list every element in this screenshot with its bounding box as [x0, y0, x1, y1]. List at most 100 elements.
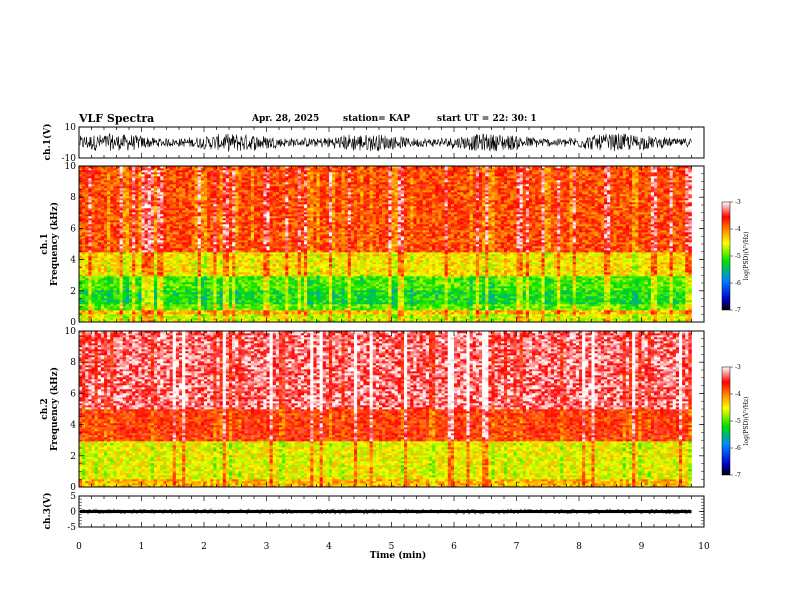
- spectrogram-cell: [163, 288, 166, 290]
- spectrogram-cell: [117, 180, 120, 182]
- spectrogram-cell: [163, 234, 166, 236]
- spectrogram-cell: [79, 224, 82, 226]
- spectrogram-cell: [185, 318, 188, 320]
- spectrogram-cell: [101, 200, 104, 202]
- spectrogram-cell: [132, 312, 135, 314]
- spectrogram-cell: [123, 216, 126, 218]
- spectrogram-cell: [157, 296, 160, 298]
- spectrogram-cell: [101, 214, 104, 216]
- spectrogram-cell: [85, 290, 88, 292]
- spectrogram-cell: [129, 214, 132, 216]
- spectrogram-cell: [79, 304, 82, 306]
- spectrogram-cell: [185, 228, 188, 230]
- spectrogram-cell: [160, 252, 163, 254]
- spectrogram-cell: [123, 242, 126, 244]
- spectrogram-cell: [132, 202, 135, 204]
- spectrogram-cell: [138, 264, 141, 266]
- spectrogram-cell: [82, 206, 85, 208]
- spectrogram-cell: [179, 214, 182, 216]
- spectrogram-cell: [195, 230, 198, 232]
- spectrogram-cell: [148, 214, 151, 216]
- spectrogram-cell: [132, 222, 135, 224]
- spectrogram-cell: [160, 282, 163, 284]
- spectrogram-cell: [160, 290, 163, 292]
- spectrogram-cell: [88, 182, 91, 184]
- spectrogram-cell: [185, 296, 188, 298]
- spectrogram-cell: [135, 306, 138, 308]
- spectrogram-cell: [104, 196, 107, 198]
- spectrogram-cell: [160, 284, 163, 286]
- spectrogram-cell: [85, 238, 88, 240]
- spectrogram-cell: [113, 178, 116, 180]
- spectrogram-cell: [88, 178, 91, 180]
- spectrogram-cell: [142, 262, 145, 264]
- spectrogram-cell: [79, 296, 82, 298]
- spectrogram-cell: [167, 186, 170, 188]
- spectrogram-cell: [95, 218, 98, 220]
- spectrogram-cell: [185, 256, 188, 258]
- spectrogram-cell: [85, 264, 88, 266]
- spectrogram-cell: [182, 290, 185, 292]
- spectrogram-cell: [204, 190, 207, 192]
- spectrogram-cell: [104, 198, 107, 200]
- spectrogram-cell: [163, 196, 166, 198]
- spectrogram-cell: [195, 318, 198, 320]
- spectrogram-cell: [179, 262, 182, 264]
- spectrogram-cell: [138, 278, 141, 280]
- spectrogram-cell: [167, 228, 170, 230]
- spectrogram-cell: [160, 230, 163, 232]
- spectrogram-cell: [132, 300, 135, 302]
- spectrogram-cell: [201, 174, 204, 176]
- spectrogram-cell: [113, 202, 116, 204]
- spectrogram-cell: [167, 170, 170, 172]
- spectrogram-cell: [104, 302, 107, 304]
- spectrogram-cell: [198, 256, 201, 258]
- spectrogram-cell: [126, 218, 129, 220]
- spectrogram-cell: [138, 216, 141, 218]
- spectrogram-cell: [163, 298, 166, 300]
- spectrogram-cell: [182, 198, 185, 200]
- spectrogram-cell: [120, 228, 123, 230]
- spectrogram-cell: [88, 300, 91, 302]
- spectrogram-cell: [188, 210, 191, 212]
- spectrogram-cell: [170, 310, 173, 312]
- spectrogram-cell: [113, 210, 116, 212]
- spectrogram-cell: [110, 282, 113, 284]
- spectrogram-cell: [192, 262, 195, 264]
- spectrogram-cell: [95, 284, 98, 286]
- panel-ch1-spectrogram: 0246810: [65, 162, 704, 328]
- spectrogram-cell: [163, 228, 166, 230]
- spectrogram-cell: [126, 248, 129, 250]
- spectrogram-cell: [195, 228, 198, 230]
- spectrogram-cell: [195, 256, 198, 258]
- spectrogram-cell: [110, 176, 113, 178]
- spectrogram-cell: [98, 292, 101, 294]
- spectrogram-cell: [198, 254, 201, 256]
- spectrogram-cell: [173, 176, 176, 178]
- spectrogram-cell: [138, 252, 141, 254]
- spectrogram-cell: [145, 280, 148, 282]
- spectrogram-cell: [126, 260, 129, 262]
- spectrogram-cell: [170, 212, 173, 214]
- spectrogram-cell: [170, 184, 173, 186]
- spectrogram-cell: [179, 292, 182, 294]
- spectrogram-cell: [95, 194, 98, 196]
- spectrogram-cell: [117, 220, 120, 222]
- spectrogram-cell: [110, 258, 113, 260]
- spectrogram-cell: [123, 176, 126, 178]
- spectrogram-cell: [176, 172, 179, 174]
- spectrogram-cell: [104, 318, 107, 320]
- spectrogram-cell: [148, 310, 151, 312]
- spectrogram-cell: [188, 232, 191, 234]
- spectrogram-cell: [185, 292, 188, 294]
- spectrogram-cell: [148, 212, 151, 214]
- spectrogram-cell: [167, 194, 170, 196]
- spectrogram-cell: [120, 174, 123, 176]
- spectrogram-cell: [117, 316, 120, 318]
- spectrogram-cell: [138, 230, 141, 232]
- spectrogram-cell: [167, 210, 170, 212]
- spectrogram-cell: [185, 192, 188, 194]
- spectrogram-cell: [95, 232, 98, 234]
- spectrogram-cell: [188, 292, 191, 294]
- spectrogram-cell: [167, 312, 170, 314]
